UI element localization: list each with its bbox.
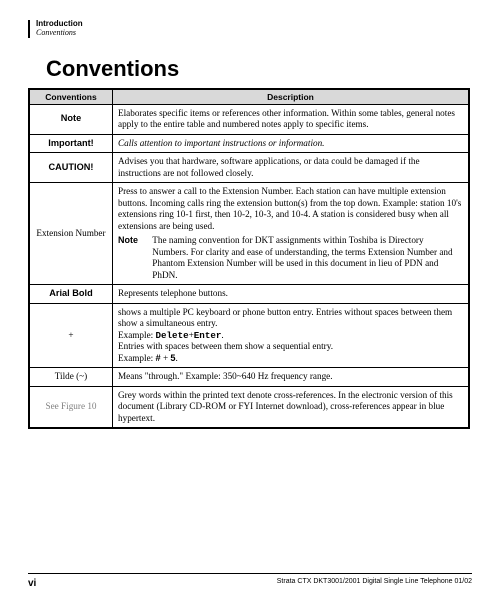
row-label-extension: Extension Number xyxy=(29,183,113,285)
row-label-seefigure: See Figure 10 xyxy=(29,386,113,428)
ext-note-label: Note xyxy=(118,235,150,246)
row-desc-seefigure: Grey words within the printed text denot… xyxy=(113,386,470,428)
table-row: See Figure 10 Grey words within the prin… xyxy=(29,386,469,428)
table-row: Important! Calls attention to important … xyxy=(29,134,469,153)
row-desc-caution: Advises you that hardware, software appl… xyxy=(113,153,470,183)
table-row: Note Elaborates specific items or refere… xyxy=(29,104,469,134)
conventions-table: Conventions Description Note Elaborates … xyxy=(28,88,470,430)
row-label-caution: CAUTION! xyxy=(49,162,94,172)
table-row: Extension Number Press to answer a call … xyxy=(29,183,469,285)
ext-paragraph: Press to answer a call to the Extension … xyxy=(118,186,463,232)
page-title: Conventions xyxy=(46,56,472,82)
table-row: Arial Bold Represents telephone buttons. xyxy=(29,285,469,304)
table-row: + shows a multiple PC keyboard or phone … xyxy=(29,303,469,368)
col-header-description: Description xyxy=(113,89,470,105)
row-label-tilde: Tilde (~) xyxy=(29,368,113,387)
row-desc-tilde: Means "through." Example: 350~640 Hz fre… xyxy=(113,368,470,387)
footer-page-number: vi xyxy=(28,578,36,589)
table-row: CAUTION! Advises you that hardware, soft… xyxy=(29,153,469,183)
row-label-important: Important! xyxy=(48,138,93,148)
table-row: Tilde (~) Means "through." Example: 350~… xyxy=(29,368,469,387)
col-header-conventions: Conventions xyxy=(29,89,113,105)
row-label-arial: Arial Bold xyxy=(49,288,92,298)
row-label-plus: + xyxy=(29,303,113,368)
page-header: Introduction Conventions xyxy=(28,20,472,38)
plus-line3: Entries with spaces between them show a … xyxy=(118,341,463,353)
row-desc-arial: Represents telephone buttons. xyxy=(113,285,470,304)
row-desc-note: Elaborates specific items or references … xyxy=(113,104,470,134)
row-desc-plus: shows a multiple PC keyboard or phone bu… xyxy=(113,303,470,368)
row-desc-important: Calls attention to important instruction… xyxy=(113,134,470,153)
header-section: Introduction xyxy=(36,20,472,29)
footer-doc-line: Strata CTX DKT3001/2001 Digital Single L… xyxy=(277,578,472,589)
plus-line1: shows a multiple PC keyboard or phone bu… xyxy=(118,307,463,330)
row-desc-extension: Press to answer a call to the Extension … xyxy=(113,183,470,285)
page-footer: vi Strata CTX DKT3001/2001 Digital Singl… xyxy=(28,573,472,589)
row-label-note: Note xyxy=(61,113,81,123)
header-sub: Conventions xyxy=(36,29,472,38)
ext-note-body: The naming convention for DKT assignment… xyxy=(152,235,459,281)
plus-example1: Example: Delete+Enter. xyxy=(118,330,463,342)
plus-example2: Example: # + 5. xyxy=(118,353,463,365)
